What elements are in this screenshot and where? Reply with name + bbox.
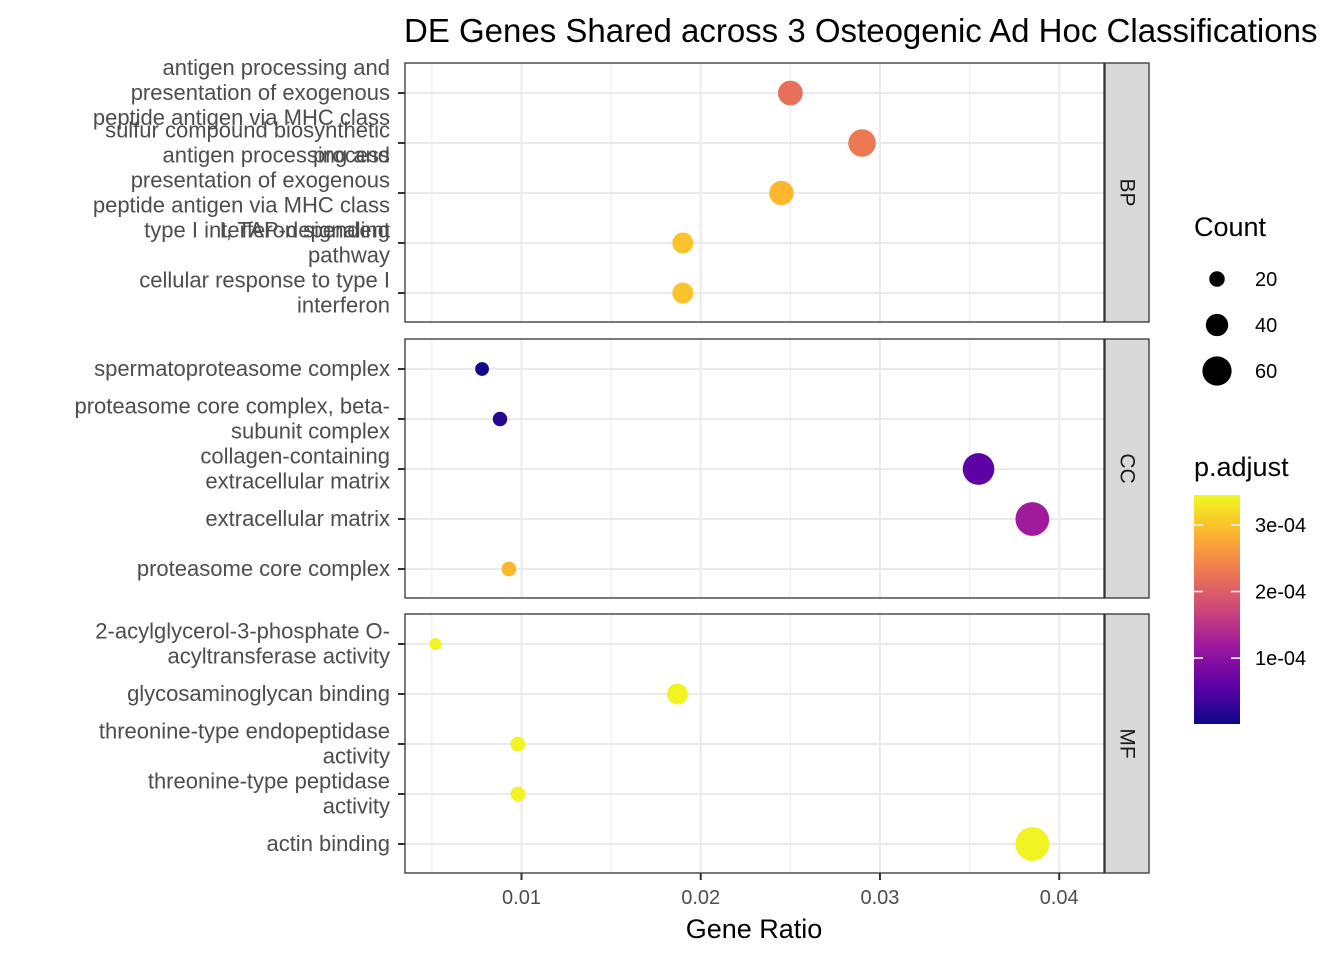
facet-panel-bp: antigen processing and presentation of ex… xyxy=(93,55,1150,323)
size-legend-title: Count xyxy=(1194,212,1267,242)
x-tick-label: 0.02 xyxy=(681,887,720,909)
y-tick-label-type-i-interferon-signaling-pathway: type I interferon signaling pathway xyxy=(144,218,390,268)
size-legend-key xyxy=(1205,313,1229,337)
y-tick-label-proteasome-core-complex: proteasome core complex xyxy=(137,556,390,581)
x-axis: 0.01 0.02 0.03 0.04 xyxy=(502,873,1079,909)
y-tick-label-proteasome-core-complex-beta-subunit-complex: proteasome core complex, beta-subunit co… xyxy=(75,394,391,444)
facet-panel-cc: spermatoproteasome complex proteasome cor… xyxy=(75,338,1150,599)
point-spermatoproteasome-complex xyxy=(475,362,489,376)
point-threonine-type-endopeptidase-activity xyxy=(510,736,526,752)
x-axis-title: Gene Ratio xyxy=(686,914,823,944)
point-cellular-response-to-type-i-interferon xyxy=(672,282,694,304)
y-tick-label-2-acylglycerol-3-phosphate-o-acyltransferase-activity: 2-acylglycerol-3-phosphate O-acyltransfe… xyxy=(95,619,390,669)
facet-panels: antigen processing and presentation of ex… xyxy=(75,55,1150,874)
x-tick-label: 0.03 xyxy=(860,887,899,909)
color-legend-bar xyxy=(1194,495,1240,724)
color-legend-title: p.adjust xyxy=(1194,452,1289,482)
panel-border xyxy=(404,62,1105,323)
x-tick-label: 0.01 xyxy=(502,887,541,909)
point-antigen-processing-and-presentation-of-exogenous-peptide-antigen-via-mhc-class xyxy=(777,80,803,106)
point-threonine-type-peptidase-activity xyxy=(510,786,526,802)
y-tick-label-threonine-type-peptidase-activity: threonine-type peptidase activity xyxy=(148,769,390,819)
chart-title: DE Genes Shared across 3 Osteogenic Ad H… xyxy=(404,12,1317,49)
point-2-acylglycerol-3-phosphate-o-acyltransferase-activity xyxy=(429,637,442,651)
y-tick-label-spermatoproteasome-complex: spermatoproteasome complex xyxy=(94,356,390,381)
y-tick-label-extracellular-matrix: extracellular matrix xyxy=(205,506,390,531)
size-legend-label: 60 xyxy=(1255,361,1277,383)
facet-panel-mf: 2-acylglycerol-3-phosphate O-acyltransfe… xyxy=(95,613,1150,874)
y-tick-label-glycosaminoglycan-binding: glycosaminoglycan binding xyxy=(127,681,390,706)
point-type-i-interferon-signaling-pathway xyxy=(672,232,694,254)
point-proteasome-core-complex-beta-subunit-complex xyxy=(492,411,508,427)
facet-strip-bp xyxy=(1104,62,1150,323)
size-legend-label: 20 xyxy=(1255,269,1277,291)
color-legend-label: 2e-04 xyxy=(1255,582,1306,604)
y-tick-label-antigen-processing-and-presentation-of-exogenous-peptide-antigen-via-mhc-class-i-tap-dependent: antigen processing and presentation of ex… xyxy=(93,143,390,243)
x-tick-label: 0.04 xyxy=(1040,887,1079,909)
size-legend-key xyxy=(1209,271,1225,287)
color-legend-label: 1e-04 xyxy=(1255,648,1306,670)
point-glycosaminoglycan-binding xyxy=(666,683,688,705)
point-sulfur-compound-biosynthetic-process xyxy=(848,129,876,157)
size-legend-label: 40 xyxy=(1255,315,1277,337)
y-tick-label-collagen-containing-extracellular-matrix: collagen-containing extracellular matrix xyxy=(200,444,390,494)
facet-strip-label-cc: CC xyxy=(1116,453,1139,483)
color-legend-label: 3e-04 xyxy=(1255,515,1306,537)
y-tick-label-threonine-type-endopeptidase-activity: threonine-type endopeptidase activity xyxy=(99,719,390,769)
point-extracellular-matrix xyxy=(1015,502,1050,536)
facet-strip-label-bp: BP xyxy=(1116,178,1139,206)
panel-border xyxy=(404,613,1105,874)
legends: Count 20 40 60 p.adjust 1e-04 2e-04 3e-04 xyxy=(1194,212,1306,724)
facet-strip-label-mf: MF xyxy=(1116,728,1139,758)
y-tick-label-actin-binding: actin binding xyxy=(266,831,390,856)
y-tick-label-antigen-processing-and-presentation-of-exogenous-peptide-antigen-via-mhc-class: antigen processing and presentation of ex… xyxy=(93,55,390,130)
facet-strip-mf xyxy=(1104,613,1150,874)
facet-strip-cc xyxy=(1104,338,1150,599)
size-legend-key xyxy=(1202,356,1232,386)
y-tick-label-sulfur-compound-biosynthetic-process: sulfur compound biosynthetic process xyxy=(105,118,390,168)
point-actin-binding xyxy=(1015,827,1050,861)
panel-border xyxy=(404,338,1105,599)
point-proteasome-core-complex xyxy=(501,561,517,577)
point-antigen-processing-and-presentation-of-exogenous-peptide-antigen-via-mhc-class-i-tap-dependent xyxy=(769,180,794,206)
point-collagen-containing-extracellular-matrix xyxy=(962,453,995,485)
